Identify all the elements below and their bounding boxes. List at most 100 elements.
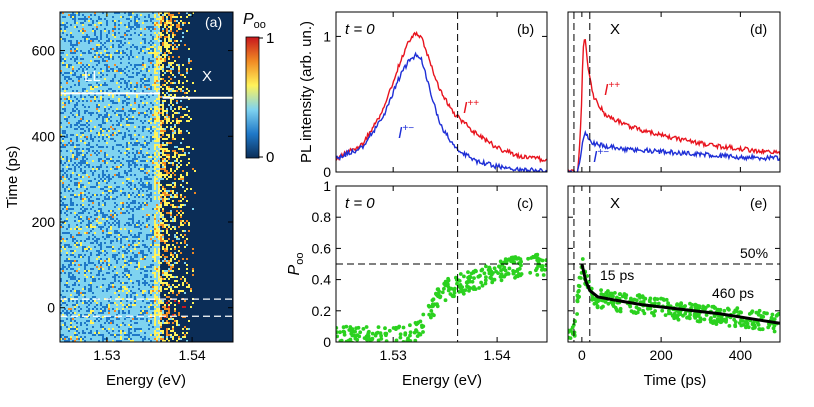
heatmap-pixel — [84, 28, 86, 30]
heatmap-pixel — [142, 76, 144, 78]
heatmap-pixel — [130, 46, 132, 48]
heatmap-pixel — [162, 148, 164, 150]
heatmap-pixel — [140, 156, 142, 158]
heatmap-pixel — [82, 158, 84, 160]
heatmap-pixel — [62, 188, 64, 190]
heatmap-pixel — [148, 66, 150, 68]
heatmap-pixel — [144, 140, 146, 142]
heatmap-pixel — [168, 14, 170, 16]
heatmap-pixel — [88, 136, 90, 138]
heatmap-pixel — [100, 148, 102, 150]
heatmap-pixel — [128, 108, 130, 110]
heatmap-pixel — [78, 102, 80, 104]
heatmap-pixel — [136, 30, 138, 32]
heatmap-pixel — [76, 134, 78, 136]
heatmap-pixel — [158, 126, 160, 128]
heatmap-pixel — [102, 70, 104, 72]
heatmap-pixel — [154, 144, 156, 146]
heatmap-pixel — [124, 52, 126, 54]
heatmap-pixel — [100, 74, 102, 76]
heatmap-pixel — [168, 176, 170, 178]
heatmap-pixel — [108, 116, 110, 118]
heatmap-pixel — [114, 74, 116, 76]
heatmap-pixel — [82, 128, 84, 130]
heatmap-pixel — [110, 72, 112, 74]
heatmap-pixel — [148, 78, 150, 80]
heatmap-pixel — [158, 136, 160, 138]
heatmap-pixel — [76, 84, 78, 86]
heatmap-pixel — [154, 108, 156, 110]
heatmap-pixel — [88, 186, 90, 188]
heatmap-pixel — [118, 120, 120, 122]
heatmap-pixel — [168, 88, 170, 90]
heatmap-pixel — [160, 174, 162, 176]
heatmap-pixel — [142, 156, 144, 158]
heatmap-pixel — [70, 54, 72, 56]
heatmap-pixel — [132, 22, 134, 24]
heatmap-pixel — [164, 54, 166, 56]
heatmap-pixel — [116, 14, 118, 16]
heatmap-pixel — [136, 114, 138, 116]
heatmap-pixel — [118, 20, 120, 22]
heatmap-pixel — [82, 84, 84, 86]
heatmap-pixel — [88, 154, 90, 156]
heatmap-pixel — [156, 174, 158, 176]
heatmap-pixel — [172, 32, 174, 34]
heatmap-pixel — [96, 186, 98, 188]
heatmap-pixel — [130, 134, 132, 136]
heatmap-pixel — [74, 144, 76, 146]
heatmap-pixel — [94, 66, 96, 68]
heatmap-pixel — [72, 158, 74, 160]
heatmap-pixel — [138, 68, 140, 70]
heatmap-pixel — [102, 86, 104, 88]
heatmap-pixel — [146, 186, 148, 188]
heatmap-pixel — [152, 178, 154, 180]
heatmap-pixel — [96, 118, 98, 120]
heatmap-pixel — [94, 134, 96, 136]
heatmap-pixel — [124, 156, 126, 158]
heatmap-pixel — [150, 82, 152, 84]
heatmap-pixel — [142, 14, 144, 16]
heatmap-pixel — [136, 146, 138, 148]
heatmap-pixel — [140, 86, 142, 88]
heatmap-pixel — [126, 146, 128, 148]
heatmap-pixel — [128, 112, 130, 114]
heatmap-pixel — [84, 112, 86, 114]
heatmap-pixel — [162, 168, 164, 170]
heatmap-pixel — [60, 78, 62, 80]
heatmap-pixel — [148, 142, 150, 144]
heatmap-pixel — [66, 86, 68, 88]
heatmap-pixel — [68, 174, 70, 176]
heatmap-pixel — [62, 52, 64, 54]
heatmap-pixel — [128, 30, 130, 32]
heatmap-pixel — [118, 168, 120, 170]
heatmap-pixel — [114, 62, 116, 64]
heatmap-pixel — [142, 54, 144, 56]
heatmap-pixel — [124, 110, 126, 112]
heatmap-pixel — [96, 146, 98, 148]
heatmap-pixel — [96, 172, 98, 174]
heatmap-pixel — [142, 80, 144, 82]
heatmap-pixel — [130, 158, 132, 160]
heatmap-pixel — [86, 144, 88, 146]
heatmap-pixel — [118, 36, 120, 38]
heatmap-pixel — [62, 132, 64, 134]
heatmap-pixel — [154, 94, 156, 96]
heatmap-pixel — [188, 158, 190, 160]
heatmap-pixel — [144, 172, 146, 174]
heatmap-pixel — [126, 74, 128, 76]
heatmap-pixel — [110, 114, 112, 116]
heatmap-pixel — [78, 130, 80, 132]
heatmap-pixel — [148, 86, 150, 88]
heatmap-pixel — [94, 62, 96, 64]
heatmap-pixel — [156, 80, 158, 82]
heatmap-pixel — [142, 48, 144, 50]
heatmap-pixel — [74, 108, 76, 110]
heatmap-pixel — [178, 66, 180, 68]
heatmap-pixel — [100, 102, 102, 104]
heatmap-pixel — [174, 146, 176, 148]
heatmap-pixel — [120, 82, 122, 84]
heatmap-pixels — [60, 12, 196, 342]
heatmap-pixel — [152, 132, 154, 134]
heatmap-pixel — [112, 70, 114, 72]
